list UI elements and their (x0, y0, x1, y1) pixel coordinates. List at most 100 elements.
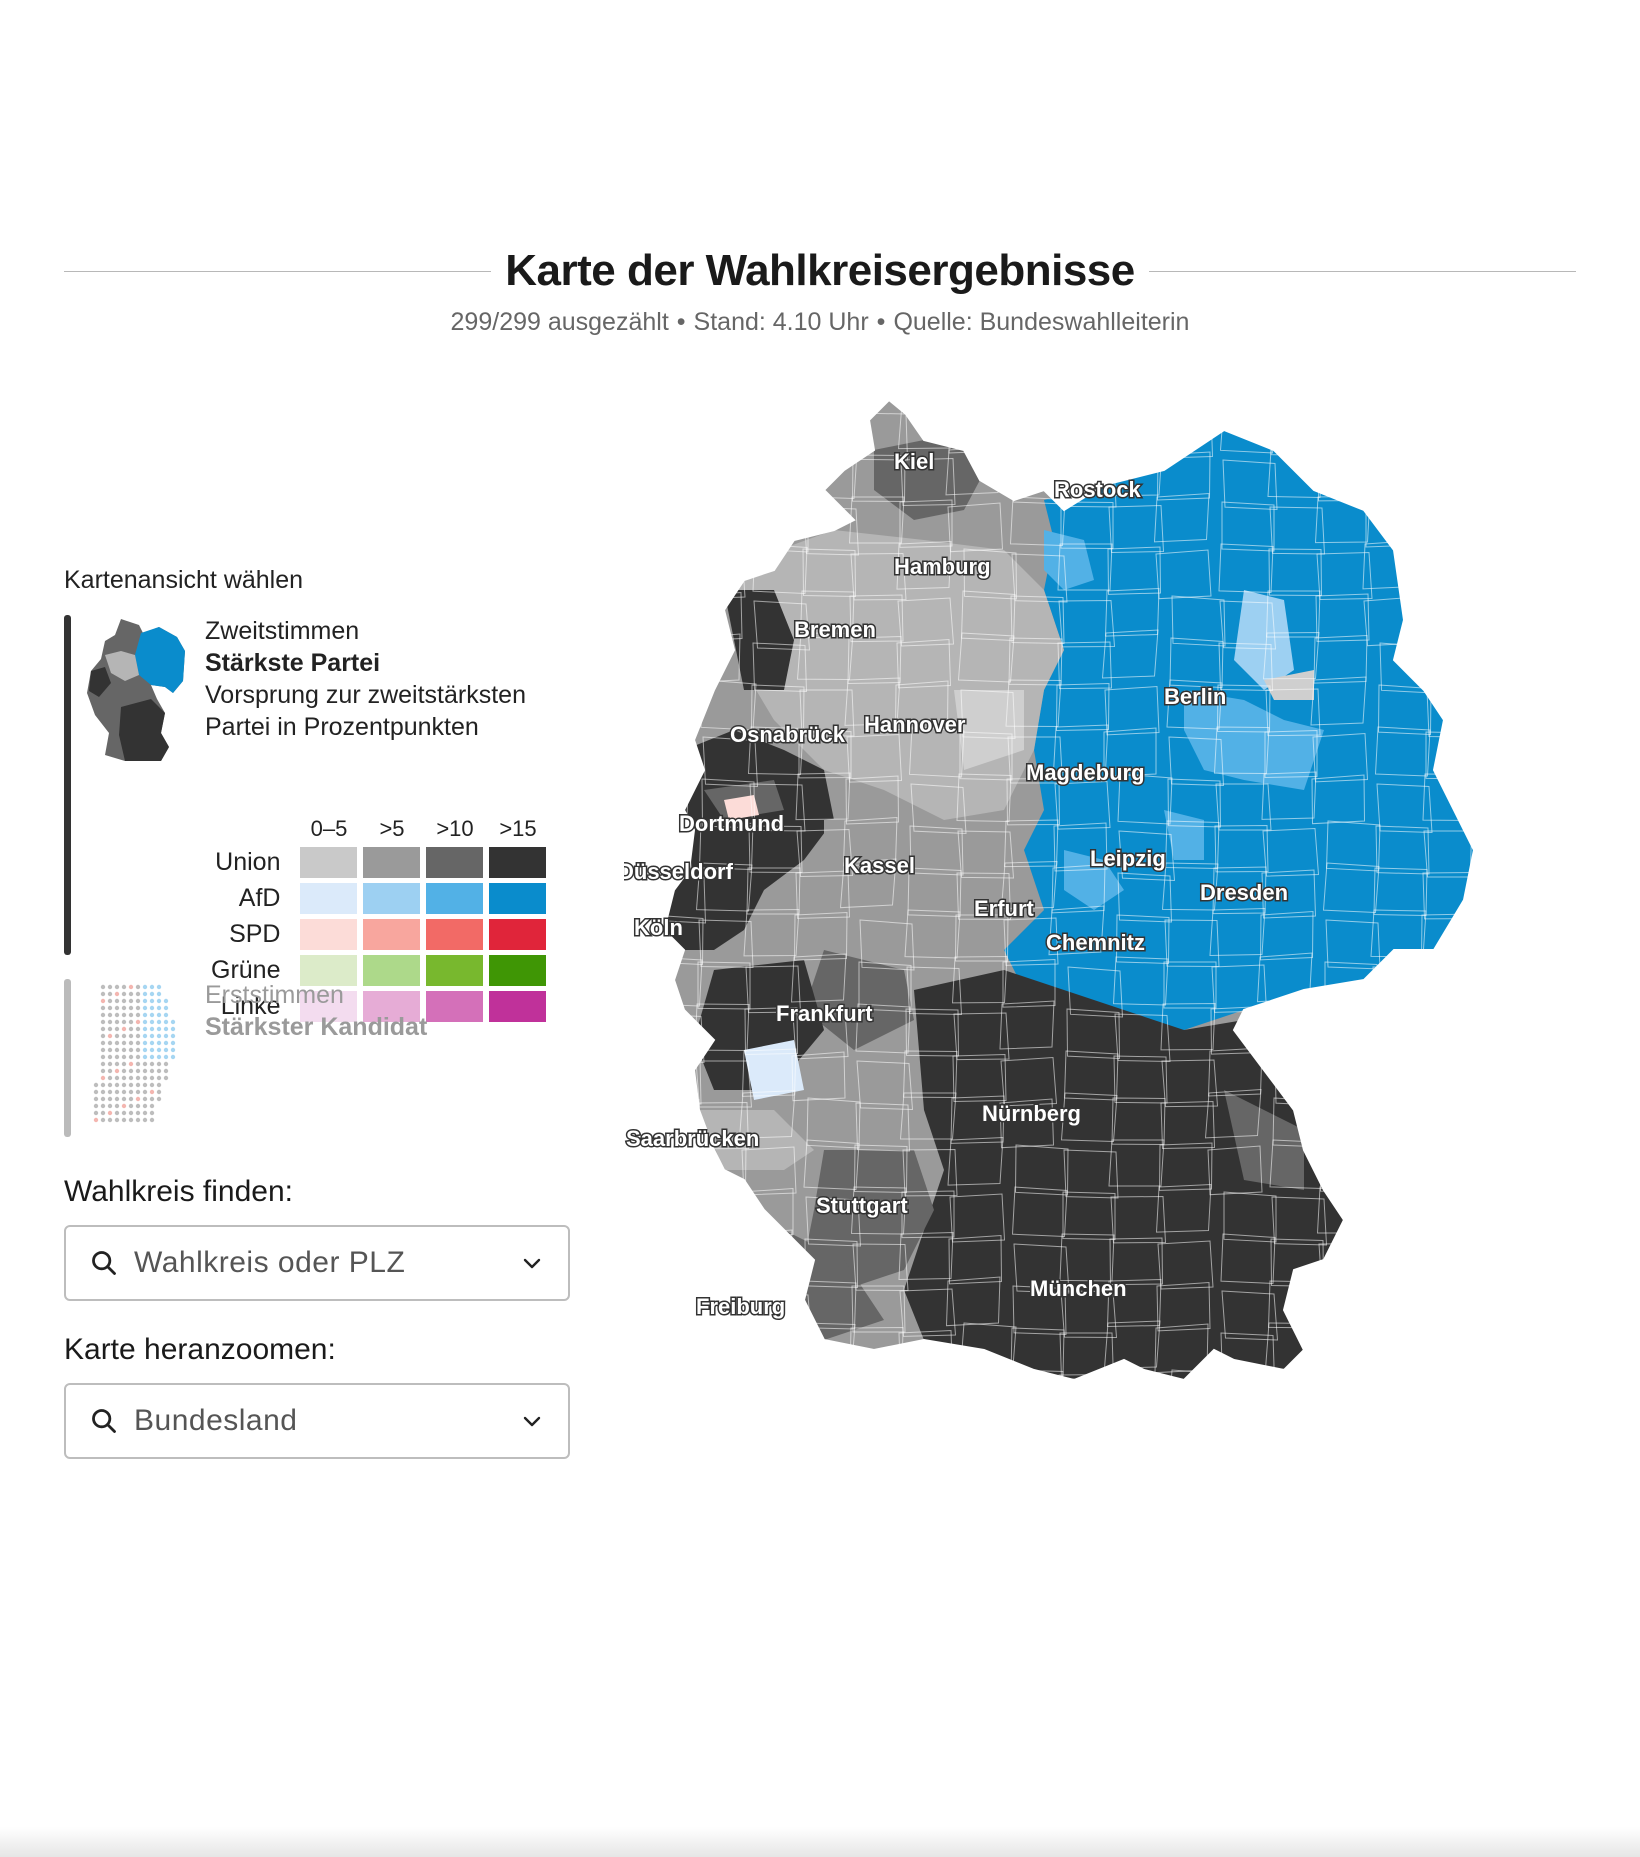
thumbnail-dot (128, 1082, 134, 1088)
district-border (747, 726, 804, 776)
district-border (1312, 1367, 1369, 1380)
district-border (1117, 773, 1173, 825)
district-border (1055, 682, 1110, 732)
thumbnail-dot (149, 1068, 155, 1074)
thumbnail-dot (142, 1110, 148, 1116)
thumbnail-dot (149, 1019, 155, 1025)
district-border (1271, 1196, 1328, 1246)
legend-party-label: AfD (238, 884, 281, 912)
zoom-label: Karte heranzoomen: (64, 1333, 336, 1366)
district-afd-medium[interactable] (1164, 810, 1204, 860)
district-greens-light[interactable] (694, 490, 719, 522)
thumbnail-dot (107, 1068, 113, 1074)
district-union-light[interactable] (954, 690, 1024, 770)
thumbnail-dot (142, 1005, 148, 1011)
district-border (1419, 1011, 1474, 1060)
thumbnail-dot (142, 1061, 148, 1067)
thumbnail-dot (135, 1103, 141, 1109)
thumbnail-dot (149, 1096, 155, 1102)
district-border (1262, 631, 1320, 680)
district-border (1366, 456, 1422, 506)
thumbnail-dot (128, 1005, 134, 1011)
district-border (1153, 492, 1210, 543)
thumbnail-dot (121, 1019, 127, 1025)
district-border (1221, 501, 1275, 552)
district-border (947, 502, 1004, 553)
thumbnail-dot (107, 991, 113, 997)
district-border (1219, 600, 1277, 650)
district-border (1261, 869, 1317, 919)
view-option-erststimmen[interactable]: Erststimmen Stärkster Kandidat (64, 979, 584, 1137)
district-border (1363, 400, 1421, 449)
thumbnail-dot (156, 1026, 162, 1032)
thumbnail-dot (121, 1075, 127, 1081)
thumbnail-dot (149, 991, 155, 997)
district-union-medium-bw[interactable] (804, 1150, 934, 1290)
region-union-strong-south[interactable] (904, 970, 1344, 1380)
district-border (1259, 910, 1314, 961)
thumbnail-dot (170, 1054, 176, 1060)
district-border (1058, 599, 1116, 648)
district-afd-medium[interactable] (1064, 850, 1124, 910)
thumbnail-dot (107, 1103, 113, 1109)
district-search-select[interactable]: Wahlkreis oder PLZ (64, 1225, 570, 1301)
thumbnail-dot (135, 1033, 141, 1039)
thumbnail-dot (93, 1117, 99, 1123)
district-border (1002, 958, 1056, 1008)
district-border (664, 956, 703, 1007)
view-subtitle: Stärkste Partei (205, 649, 381, 677)
time-status: Stand: 4.10 Uhr (693, 308, 869, 336)
district-border (1472, 776, 1474, 826)
thumbnail-dot (128, 998, 134, 1004)
thumbnail-dot (128, 1012, 134, 1018)
germany-district-map[interactable]: Kiel Rostock Hamburg Bremen Berlin Osnabrück H… (617, 390, 1564, 1640)
district-border (1426, 590, 1474, 641)
district-border (1416, 1094, 1471, 1144)
district-border (856, 1060, 914, 1111)
district-border (1425, 1322, 1474, 1373)
district-border (1066, 1008, 1121, 1060)
thumbnail-dot (128, 1110, 134, 1116)
view-option-zweitstimmen[interactable]: Zweitstimmen Stärkste Partei Vorsprung z… (64, 615, 584, 1022)
district-afd-light[interactable] (744, 1040, 804, 1100)
district-border (1054, 780, 1111, 830)
thumbnail-dot (170, 1047, 176, 1053)
district-search-placeholder: Wahlkreis oder PLZ (134, 1246, 406, 1279)
thumbnail-dot (163, 1012, 169, 1018)
district-greens-light[interactable] (774, 1268, 796, 1292)
district-border (739, 455, 795, 506)
district-border (1221, 1290, 1279, 1341)
zoom-state-select[interactable]: Bundesland (64, 1383, 570, 1459)
district-border (1014, 1144, 1069, 1196)
district-spd-light[interactable] (724, 795, 759, 820)
thumbnail-dot (135, 991, 141, 997)
district-border (1315, 1325, 1370, 1375)
thumbnail-dot (114, 1005, 120, 1011)
district-spd-medium[interactable] (654, 520, 714, 570)
berlin-district[interactable] (1264, 670, 1314, 700)
district-border (1267, 1379, 1323, 1380)
district-border (1477, 596, 1530, 643)
thumbnail-dot (107, 1110, 113, 1116)
district-border (899, 499, 953, 548)
district-border (1156, 1281, 1211, 1332)
map-canvas[interactable]: Kiel Rostock Hamburg Bremen Berlin Osnabrück H… (617, 390, 1564, 1640)
district-union-medium[interactable] (1224, 1090, 1304, 1190)
thumbnail-dot (121, 998, 127, 1004)
district-border (1371, 1008, 1426, 1056)
district-border (1321, 1003, 1377, 1053)
district-border (904, 909, 961, 959)
district-border (1368, 1147, 1424, 1197)
district-border (799, 689, 855, 737)
district-afd-medium[interactable] (1184, 690, 1324, 790)
thumbnail-dot (107, 1005, 113, 1011)
thumbnail-dot (149, 1117, 155, 1123)
thumbnail-dot (114, 1019, 120, 1025)
district-border (948, 1234, 1003, 1285)
district-border (685, 1365, 742, 1380)
district-border (1265, 688, 1321, 737)
district-border (1163, 961, 1217, 1009)
district-union-light[interactable] (699, 1110, 814, 1170)
thumbnail-dot (163, 998, 169, 1004)
district-afd-light[interactable] (1234, 590, 1294, 690)
